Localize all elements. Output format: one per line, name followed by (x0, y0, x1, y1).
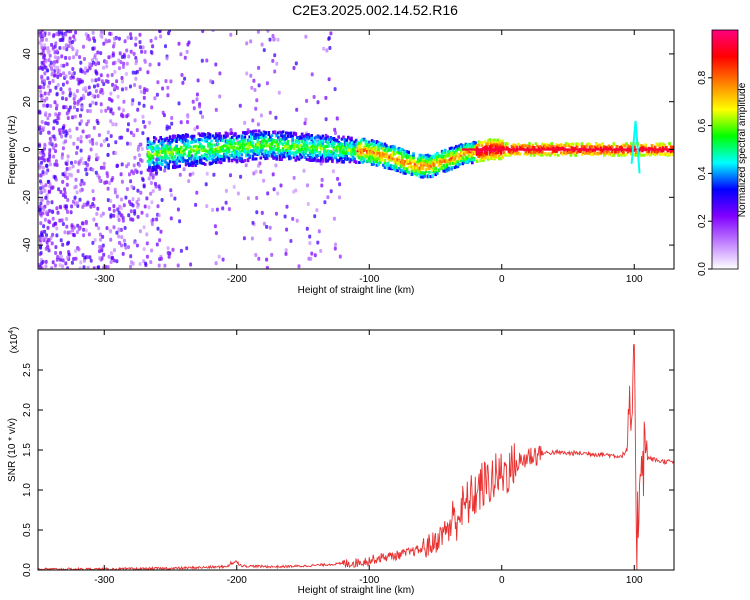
colorbar-tick-label: 0.6 (697, 118, 708, 132)
colorbar-tick-label: 0.0 (697, 262, 708, 276)
snr-multiplier-base: (x10 (9, 333, 20, 353)
heatmap-x-tick-label: 0 (499, 274, 505, 285)
svg-text:(x104): (x104) (8, 327, 20, 354)
colorbar-label: Normalized spectral amplitude (737, 82, 748, 217)
colorbar-gradient (711, 29, 739, 270)
snr-series-line (38, 344, 674, 570)
heatmap-x-tick-label: -100 (359, 274, 379, 285)
snr-x-tick-label: 100 (626, 575, 643, 586)
snr-x-tick-label: -200 (227, 575, 247, 586)
heatmap-y-tick-label: -20 (22, 190, 33, 205)
snr-y-tick-label: 1.5 (22, 443, 33, 457)
snr-y-tick-label: 2.5 (22, 363, 33, 377)
heatmap-noise (38, 30, 342, 269)
snr-y-ticks: 0.0 0.5 1.0 1.5 2.0 2.5 (22, 363, 674, 577)
snr-y-tick-label: 0.0 (22, 563, 33, 577)
snr-panel: -300 -200 -100 0 100 0.0 0.5 1.0 1.5 2.0 2.5 Heig… (7, 327, 675, 596)
heatmap-y-tick-label: 20 (22, 96, 33, 108)
snr-y-axis-label: SNR (10 * v/v) (7, 418, 18, 482)
snr-y-tick-label: 0.5 (22, 523, 33, 537)
heatmap-y-axis-label: Frequency (Hz) (7, 116, 18, 185)
colorbar-tick-label: 0.4 (697, 166, 708, 180)
snr-x-axis-label: Height of straight line (km) (298, 585, 415, 596)
colorbar-tick-label: 0.8 (697, 70, 708, 84)
heatmap-x-tick-label: -200 (227, 274, 247, 285)
snr-x-ticks: -300 -200 -100 0 100 (94, 330, 643, 586)
heatmap-ridge (146, 120, 674, 179)
heatmap-x-ticks: -300 -200 -100 0 100 (94, 30, 643, 285)
snr-x-tick-label: 0 (499, 575, 505, 586)
colorbar: 0.0 0.2 0.4 0.6 0.8 Normalized spectral ampl… (697, 29, 748, 276)
snr-y-tick-label: 2.0 (22, 403, 33, 417)
snr-multiplier-exp: 4 (8, 330, 15, 334)
heatmap-x-tick-label: 100 (626, 274, 643, 285)
heatmap-x-axis-label: Height of straight line (km) (298, 285, 415, 296)
colorbar-tick-label: 0.2 (697, 214, 708, 228)
heatmap-y-tick-label: 0 (22, 146, 33, 152)
snr-x-tick-label: -300 (94, 575, 114, 586)
snr-y-tick-label: 1.0 (22, 483, 33, 497)
heatmap-y-tick-label: -40 (22, 237, 33, 252)
snr-multiplier: (x104) (8, 327, 20, 354)
heatmap-y-tick-label: 40 (22, 48, 33, 60)
page-title: C2E3.2025.002.14.52.R16 (292, 2, 458, 18)
colorbar-ticks: 0.0 0.2 0.4 0.6 0.8 (697, 70, 712, 276)
snr-x-tick-label: -100 (359, 575, 379, 586)
heatmap-y-ticks: -40 -20 0 20 40 (22, 48, 674, 252)
snr-multiplier-close: ) (9, 327, 20, 330)
heatmap-x-tick-label: -300 (94, 274, 114, 285)
snr-frame (37, 329, 675, 571)
